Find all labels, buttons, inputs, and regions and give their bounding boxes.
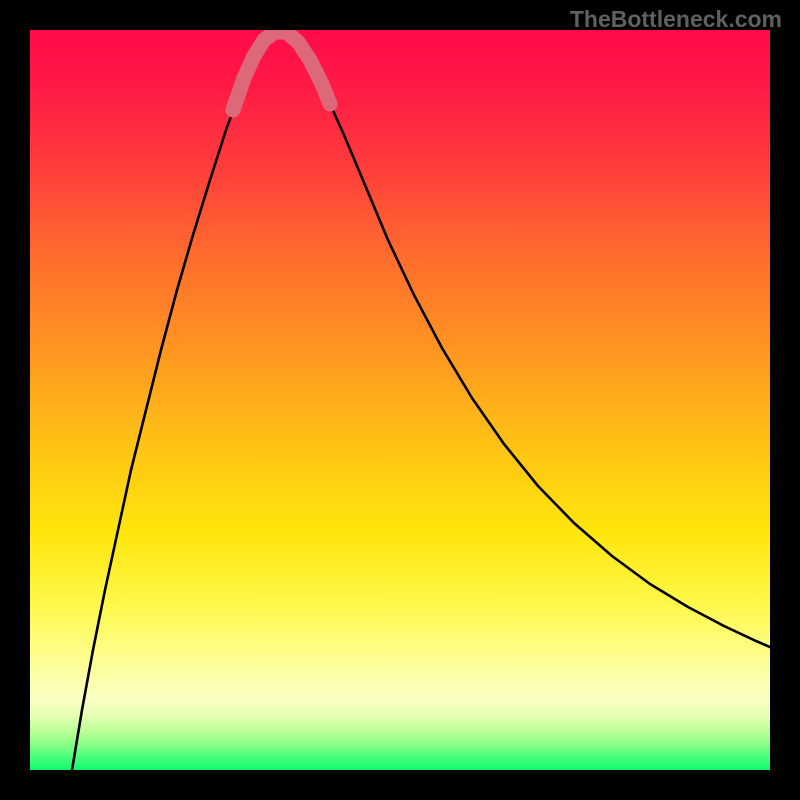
gradient-background: [30, 30, 770, 770]
plot-area: [30, 30, 770, 770]
chart-svg: [30, 30, 770, 770]
watermark-text: TheBottleneck.com: [570, 6, 782, 33]
